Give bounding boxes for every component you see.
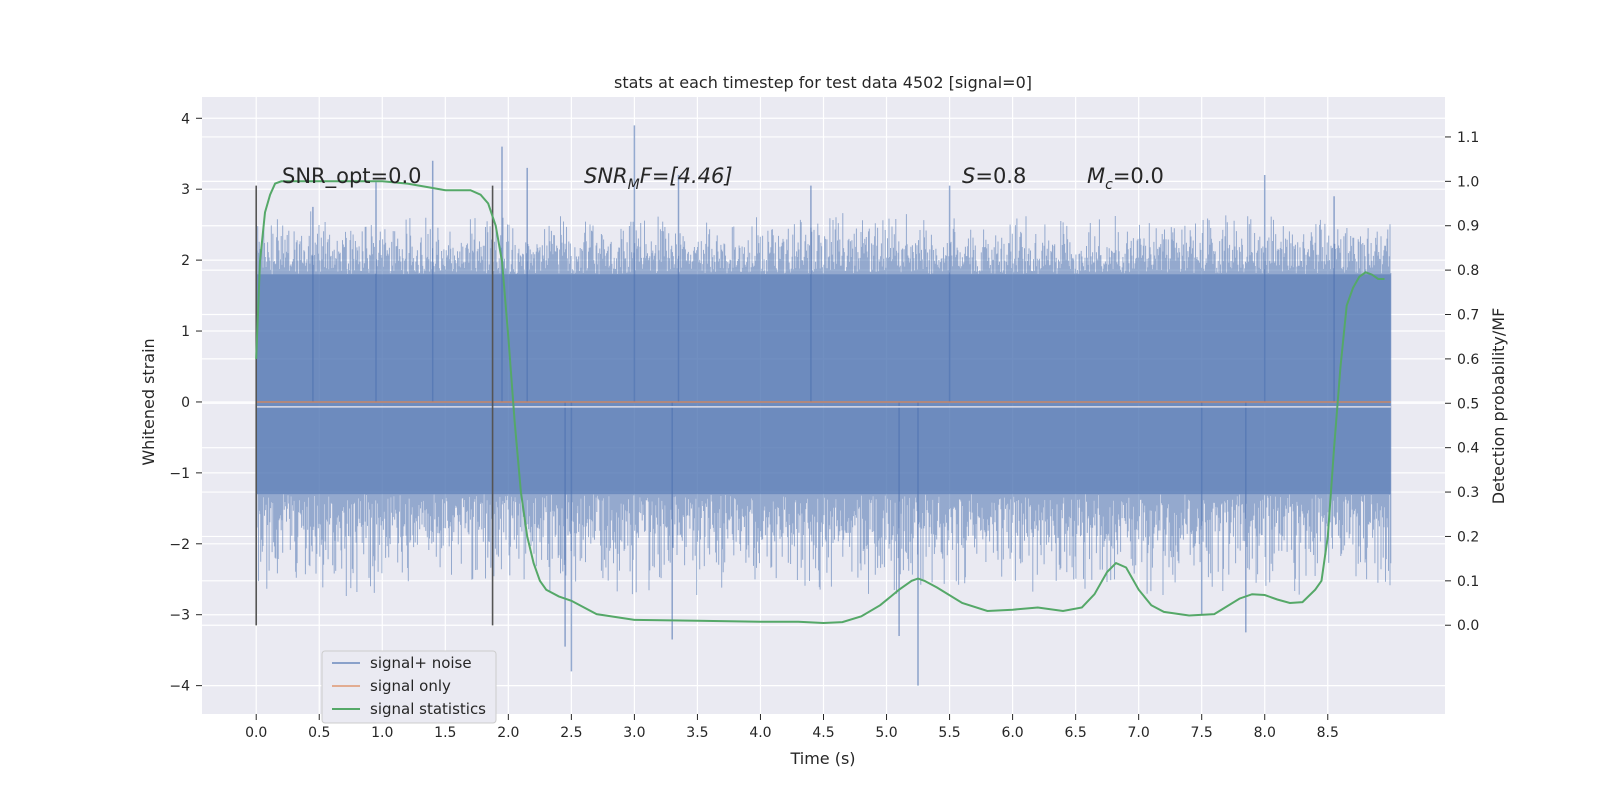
y-right-tick-label: 0.8 [1457,263,1479,279]
mc-subscript: c [1105,177,1113,193]
s-symbol: S [962,164,975,188]
x-tick-label: 3.0 [623,725,645,741]
x-tick-label: 1.0 [371,725,393,741]
right-y-axis-ticks: 0.0 0.1 0.2 0.3 0.4 0.5 0.6 0.7 0.8 0.9 1.0 1.1 [1445,130,1479,634]
legend-label-signal-statistics: signal statistics [370,700,486,718]
y-axis-ticks: −4 −3 −2 −1 0 1 2 3 4 [169,111,202,695]
x-tick-label: 4.5 [812,725,834,741]
x-tick-label: 6.0 [1001,725,1023,741]
annotations: SNR_opt=0.0 SNRMF=[4.46] S=0.8 Mc=0.0 [282,164,1164,193]
x-tick-label: 1.5 [434,725,456,741]
y-tick-label: 1 [181,324,190,340]
annotation-s: S=0.8 [962,164,1026,188]
x-tick-label: 5.0 [875,725,897,741]
y-tick-label: 2 [181,253,190,269]
y-tick-label: −2 [169,537,190,553]
legend-label-signal-only: signal only [370,677,451,695]
y-right-tick-label: 0.7 [1457,308,1479,324]
y-right-tick-label: 0.4 [1457,441,1479,457]
mc-symbol: M [1087,164,1105,188]
y-right-tick-label: 1.0 [1457,174,1479,190]
y-tick-label: −4 [169,679,190,695]
x-tick-label: 2.5 [560,725,582,741]
plot-area [202,97,1445,714]
y-right-tick-label: 0.5 [1457,396,1479,412]
signal-statistics-line [255,180,1385,625]
noise-series [255,125,1392,686]
x-tick-label: 0.0 [245,725,267,741]
x-axis-ticks: 0.0 0.5 1.0 1.5 2.0 2.5 3.0 3.5 4.0 4.5 5.0 5.5 6.0 6… [245,714,1339,741]
y-right-tick-label: 0.0 [1457,618,1479,634]
x-tick-label: 0.5 [308,725,330,741]
y-right-tick-label: 0.6 [1457,352,1479,368]
legend-label-signal-noise: signal+ noise [370,654,472,672]
x-axis-label: Time (s) [789,749,855,768]
snr-mf-subscript: M [628,177,640,193]
x-tick-label: 5.5 [938,725,960,741]
y-right-tick-label: 1.1 [1457,130,1479,146]
x-tick-label: 2.0 [497,725,519,741]
x-tick-label: 6.5 [1064,725,1086,741]
snr-mf-symbol: SNR [584,164,628,188]
x-tick-label: 8.0 [1254,725,1276,741]
vertical-markers [255,185,494,626]
y-tick-label: −1 [169,466,190,482]
x-tick-label: 7.0 [1128,725,1150,741]
mc-value: =0.0 [1113,164,1164,188]
y-axis-label: Whitened strain [139,338,158,465]
x-tick-label: 7.5 [1191,725,1213,741]
signal-statistics-series [255,180,1385,625]
signal-only-series [256,400,1391,408]
s-value: =0.8 [975,164,1026,188]
right-y-axis-label: Detection probability/MF [1489,308,1508,505]
x-tick-label: 3.5 [686,725,708,741]
annotation-mc: Mc=0.0 [1087,164,1164,193]
legend-box [321,650,497,724]
y-tick-label: 3 [181,182,190,198]
y-tick-label: 0 [181,395,190,411]
legend: signal+ noise signal only signal statist… [321,650,497,724]
x-tick-label: 8.5 [1317,725,1339,741]
y-right-tick-label: 0.2 [1457,529,1479,545]
y-right-tick-label: 0.3 [1457,485,1479,501]
y-tick-label: 4 [181,111,190,127]
chart-title: stats at each timestep for test data 450… [614,73,1032,92]
y-right-tick-label: 0.1 [1457,574,1479,590]
annotation-snr-opt: SNR_opt=0.0 [282,164,422,189]
y-tick-label: −3 [169,608,190,624]
noise-spikes [312,125,1335,686]
x-tick-label: 4.0 [749,725,771,741]
y-right-tick-label: 0.9 [1457,219,1479,235]
snr-mf-value: F=[4.46] [640,164,733,188]
annotation-snr-mf: SNRMF=[4.46] [584,164,733,193]
